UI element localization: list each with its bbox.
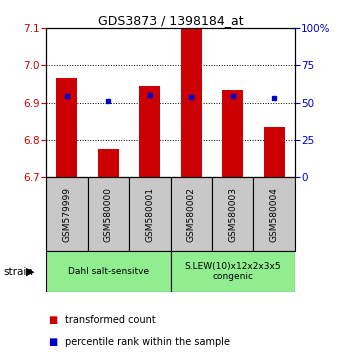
Bar bbox=[88, 177, 129, 251]
Text: ▶: ▶ bbox=[26, 267, 34, 277]
Bar bbox=[98, 149, 119, 177]
Text: Dahl salt-sensitve: Dahl salt-sensitve bbox=[68, 267, 149, 276]
Title: GDS3873 / 1398184_at: GDS3873 / 1398184_at bbox=[98, 14, 243, 27]
Bar bbox=[222, 90, 243, 177]
Bar bbox=[253, 177, 295, 251]
Bar bbox=[170, 177, 212, 251]
Bar bbox=[56, 79, 77, 177]
Text: GSM579999: GSM579999 bbox=[62, 187, 71, 242]
Bar bbox=[181, 28, 202, 177]
Bar bbox=[46, 177, 88, 251]
Text: percentile rank within the sample: percentile rank within the sample bbox=[65, 337, 230, 347]
Bar bbox=[170, 251, 295, 292]
Bar bbox=[129, 177, 170, 251]
Text: GSM580000: GSM580000 bbox=[104, 187, 113, 242]
Text: GSM580001: GSM580001 bbox=[145, 187, 154, 242]
Text: GSM580004: GSM580004 bbox=[270, 187, 279, 242]
Bar bbox=[264, 127, 285, 177]
Text: ■: ■ bbox=[48, 337, 57, 347]
Text: S.LEW(10)x12x2x3x5
congenic: S.LEW(10)x12x2x3x5 congenic bbox=[184, 262, 281, 281]
Text: GSM580003: GSM580003 bbox=[228, 187, 237, 242]
Bar bbox=[139, 86, 160, 177]
Bar bbox=[46, 251, 170, 292]
Text: ■: ■ bbox=[48, 315, 57, 325]
Bar bbox=[212, 177, 253, 251]
Text: GSM580002: GSM580002 bbox=[187, 187, 196, 242]
Text: strain: strain bbox=[3, 267, 33, 277]
Text: transformed count: transformed count bbox=[65, 315, 155, 325]
